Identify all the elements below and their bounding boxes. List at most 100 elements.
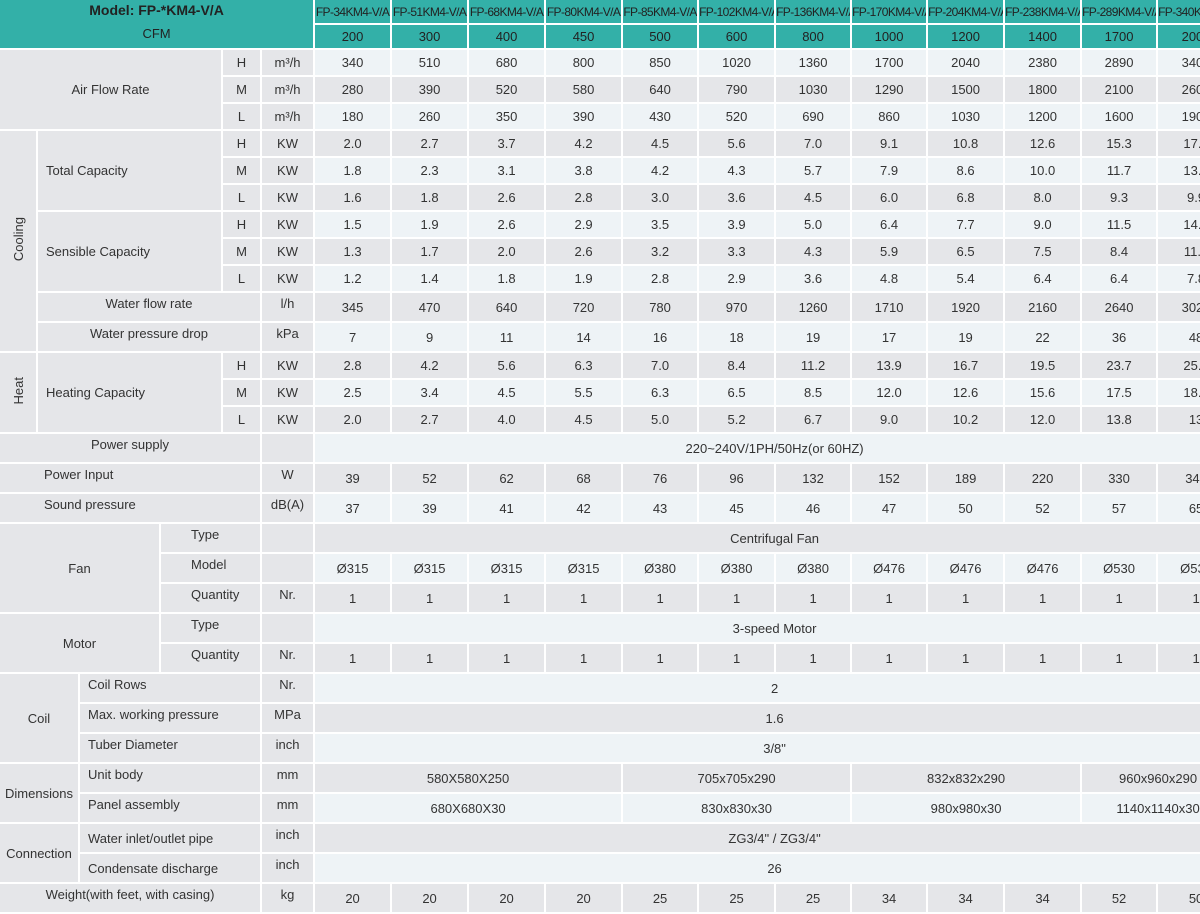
- value-cell: 43: [623, 494, 698, 522]
- value-cell: 48: [1158, 323, 1200, 351]
- value-cell: 680: [469, 50, 545, 75]
- value-cell: 640: [469, 293, 545, 321]
- table-row: Power Input W 39 52 62 68 76 96 132 152 189 220 330 3…: [0, 464, 1200, 492]
- value-cell: 1: [928, 584, 1004, 612]
- water-flow-rate-label: Water flow rate: [38, 293, 260, 321]
- water-pressure-drop-label: Water pressure drop: [38, 323, 260, 351]
- value-cell: 2.0: [469, 239, 545, 264]
- value-cell: 1: [1005, 584, 1081, 612]
- fan-type-value: Centrifugal Fan: [315, 524, 1200, 552]
- value-cell: 2.6: [469, 185, 545, 210]
- heat-label-text: Heat: [10, 377, 26, 405]
- value-cell: 4.5: [776, 185, 851, 210]
- value-cell: 65: [1158, 494, 1200, 522]
- value-cell: 34: [928, 884, 1004, 912]
- value-cell: 8.4: [699, 353, 775, 378]
- table-row: M KW 2.5 3.4 4.5 5.5 6.3 6.5 8.5 12.0 12.6 15.6 17.5…: [0, 380, 1200, 405]
- value-cell: 1: [1158, 644, 1200, 672]
- value-cell: 850: [623, 50, 698, 75]
- value-cell: Ø530: [1158, 554, 1200, 582]
- value-cell: 3.9: [699, 212, 775, 237]
- value-cell: 1: [546, 584, 622, 612]
- value-cell: Ø380: [776, 554, 851, 582]
- value-cell: 12.6: [1005, 131, 1081, 156]
- value-cell: 1: [315, 644, 391, 672]
- value-cell: 20: [392, 884, 468, 912]
- value-cell: 19: [928, 323, 1004, 351]
- value-cell: 11.1: [1158, 239, 1200, 264]
- connection-row-label: Water inlet/outlet pipe: [80, 824, 260, 852]
- value-cell: 14.8: [1158, 212, 1200, 237]
- value-cell: 50: [928, 494, 1004, 522]
- value-cell: 47: [852, 494, 927, 522]
- unit-label: [262, 524, 314, 552]
- value-cell: 6.4: [1082, 266, 1157, 291]
- value-cell: 9.3: [1082, 185, 1157, 210]
- table-row: Water flow rate l/h 345 470 640 720 780 970 1260…: [0, 293, 1200, 321]
- value-cell: 1500: [928, 77, 1004, 102]
- value-cell: 6.7: [776, 407, 851, 432]
- value-cell: 1030: [928, 104, 1004, 129]
- value-cell: 2.3: [392, 158, 468, 183]
- model-label: Model: FP-*KM4-V/A: [89, 2, 224, 18]
- value-cell: 1.3: [315, 239, 391, 264]
- unit-label: KW: [262, 353, 314, 378]
- value-cell: 1: [776, 644, 851, 672]
- connection-value: 26: [315, 854, 1200, 882]
- model-name: FP-51KM4-V/A: [392, 0, 468, 23]
- level-label: H: [223, 50, 260, 75]
- value-cell: 20: [546, 884, 622, 912]
- coil-row-value: 1.6: [315, 704, 1200, 732]
- heat-label: Heat: [0, 353, 36, 432]
- value-cell: Ø476: [1005, 554, 1081, 582]
- value-cell: 520: [699, 104, 775, 129]
- fan-type-label: Type: [161, 524, 260, 552]
- table-row: Panel assembly mm 680X680X30 830x830x30 980x…: [0, 794, 1200, 822]
- unit-label: mm: [262, 794, 314, 822]
- unit-label: dB(A): [262, 494, 314, 522]
- value-cell: 17: [852, 323, 927, 351]
- level-label: H: [223, 212, 260, 237]
- dimension-value: 960x960x290: [1082, 764, 1200, 792]
- level-label: H: [223, 131, 260, 156]
- value-cell: 37: [315, 494, 391, 522]
- dimension-value: 680X680X30: [315, 794, 622, 822]
- value-cell: Ø476: [852, 554, 927, 582]
- value-cell: 3.1: [469, 158, 545, 183]
- value-cell: 11: [469, 323, 545, 351]
- unit-label: MPa: [262, 704, 314, 732]
- value-cell: 5.9: [852, 239, 927, 264]
- value-cell: 2160: [1005, 293, 1081, 321]
- unit-label: [262, 554, 314, 582]
- value-cell: 4.2: [623, 158, 698, 183]
- value-cell: Ø380: [623, 554, 698, 582]
- value-cell: 6.0: [852, 185, 927, 210]
- unit-label: inch: [262, 824, 314, 852]
- value-cell: 18.6: [1158, 380, 1200, 405]
- total-capacity-label: Total Capacity: [38, 131, 221, 210]
- value-cell: 1030: [776, 77, 851, 102]
- cfm-value: 400: [469, 25, 545, 48]
- unit-label: KW: [262, 239, 314, 264]
- cfm-label: CFM: [142, 26, 171, 41]
- cfm-value: 450: [546, 25, 622, 48]
- unit-label: KW: [262, 407, 314, 432]
- unit-label: KW: [262, 131, 314, 156]
- value-cell: 7: [315, 323, 391, 351]
- value-cell: 41: [469, 494, 545, 522]
- cfm-value: 800: [776, 25, 851, 48]
- unit-label: m³/h: [262, 104, 314, 129]
- value-cell: 39: [315, 464, 391, 492]
- value-cell: 6.4: [1005, 266, 1081, 291]
- value-cell: 10.2: [928, 407, 1004, 432]
- value-cell: 4.5: [546, 407, 622, 432]
- value-cell: 2040: [928, 50, 1004, 75]
- value-cell: 1290: [852, 77, 927, 102]
- value-cell: 189: [928, 464, 1004, 492]
- model-name: FP-289KM4-V/A: [1082, 0, 1157, 23]
- value-cell: 2600: [1158, 77, 1200, 102]
- table-row: Connection Water inlet/outlet pipe inch ZG3…: [0, 824, 1200, 882]
- value-cell: 2.0: [315, 131, 391, 156]
